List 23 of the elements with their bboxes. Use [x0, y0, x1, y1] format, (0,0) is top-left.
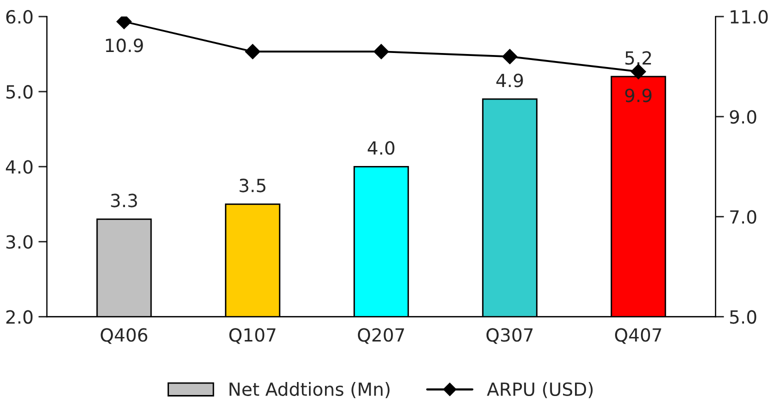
- data-label: 5.2: [625, 51, 651, 65]
- legend-label: Net Addtions (Mn): [230, 382, 390, 398]
- x-tick-label: Q207: [358, 328, 404, 344]
- data-label: 10.9: [106, 38, 143, 52]
- data-label: 4.0: [368, 141, 394, 155]
- y-tick-label: 3.0: [6, 235, 33, 249]
- data-label: 3.5: [240, 178, 266, 192]
- data-label: 4.9: [496, 74, 523, 88]
- data-label: 3.3: [111, 194, 137, 208]
- y2-tick-label: 7.0: [730, 210, 756, 224]
- y2-tick-label: 5.0: [730, 310, 756, 324]
- data-label: 9.9: [625, 88, 652, 102]
- y-tick-label: 4.0: [6, 160, 33, 174]
- x-tick-label: Q406: [100, 328, 148, 344]
- x-tick-label: Q307: [486, 328, 533, 344]
- y-tick-label: 5.0: [6, 85, 33, 99]
- y-tick-label: 6.0: [6, 10, 33, 24]
- y2-tick-label: 9.0: [730, 110, 756, 124]
- legend-label: ARPU (USD): [486, 382, 593, 398]
- y-tick-label: 2.0: [6, 310, 33, 324]
- x-tick-label: Q407: [615, 328, 662, 344]
- y2-tick-label: 11.0: [730, 10, 768, 24]
- x-tick-label: Q107: [229, 328, 276, 344]
